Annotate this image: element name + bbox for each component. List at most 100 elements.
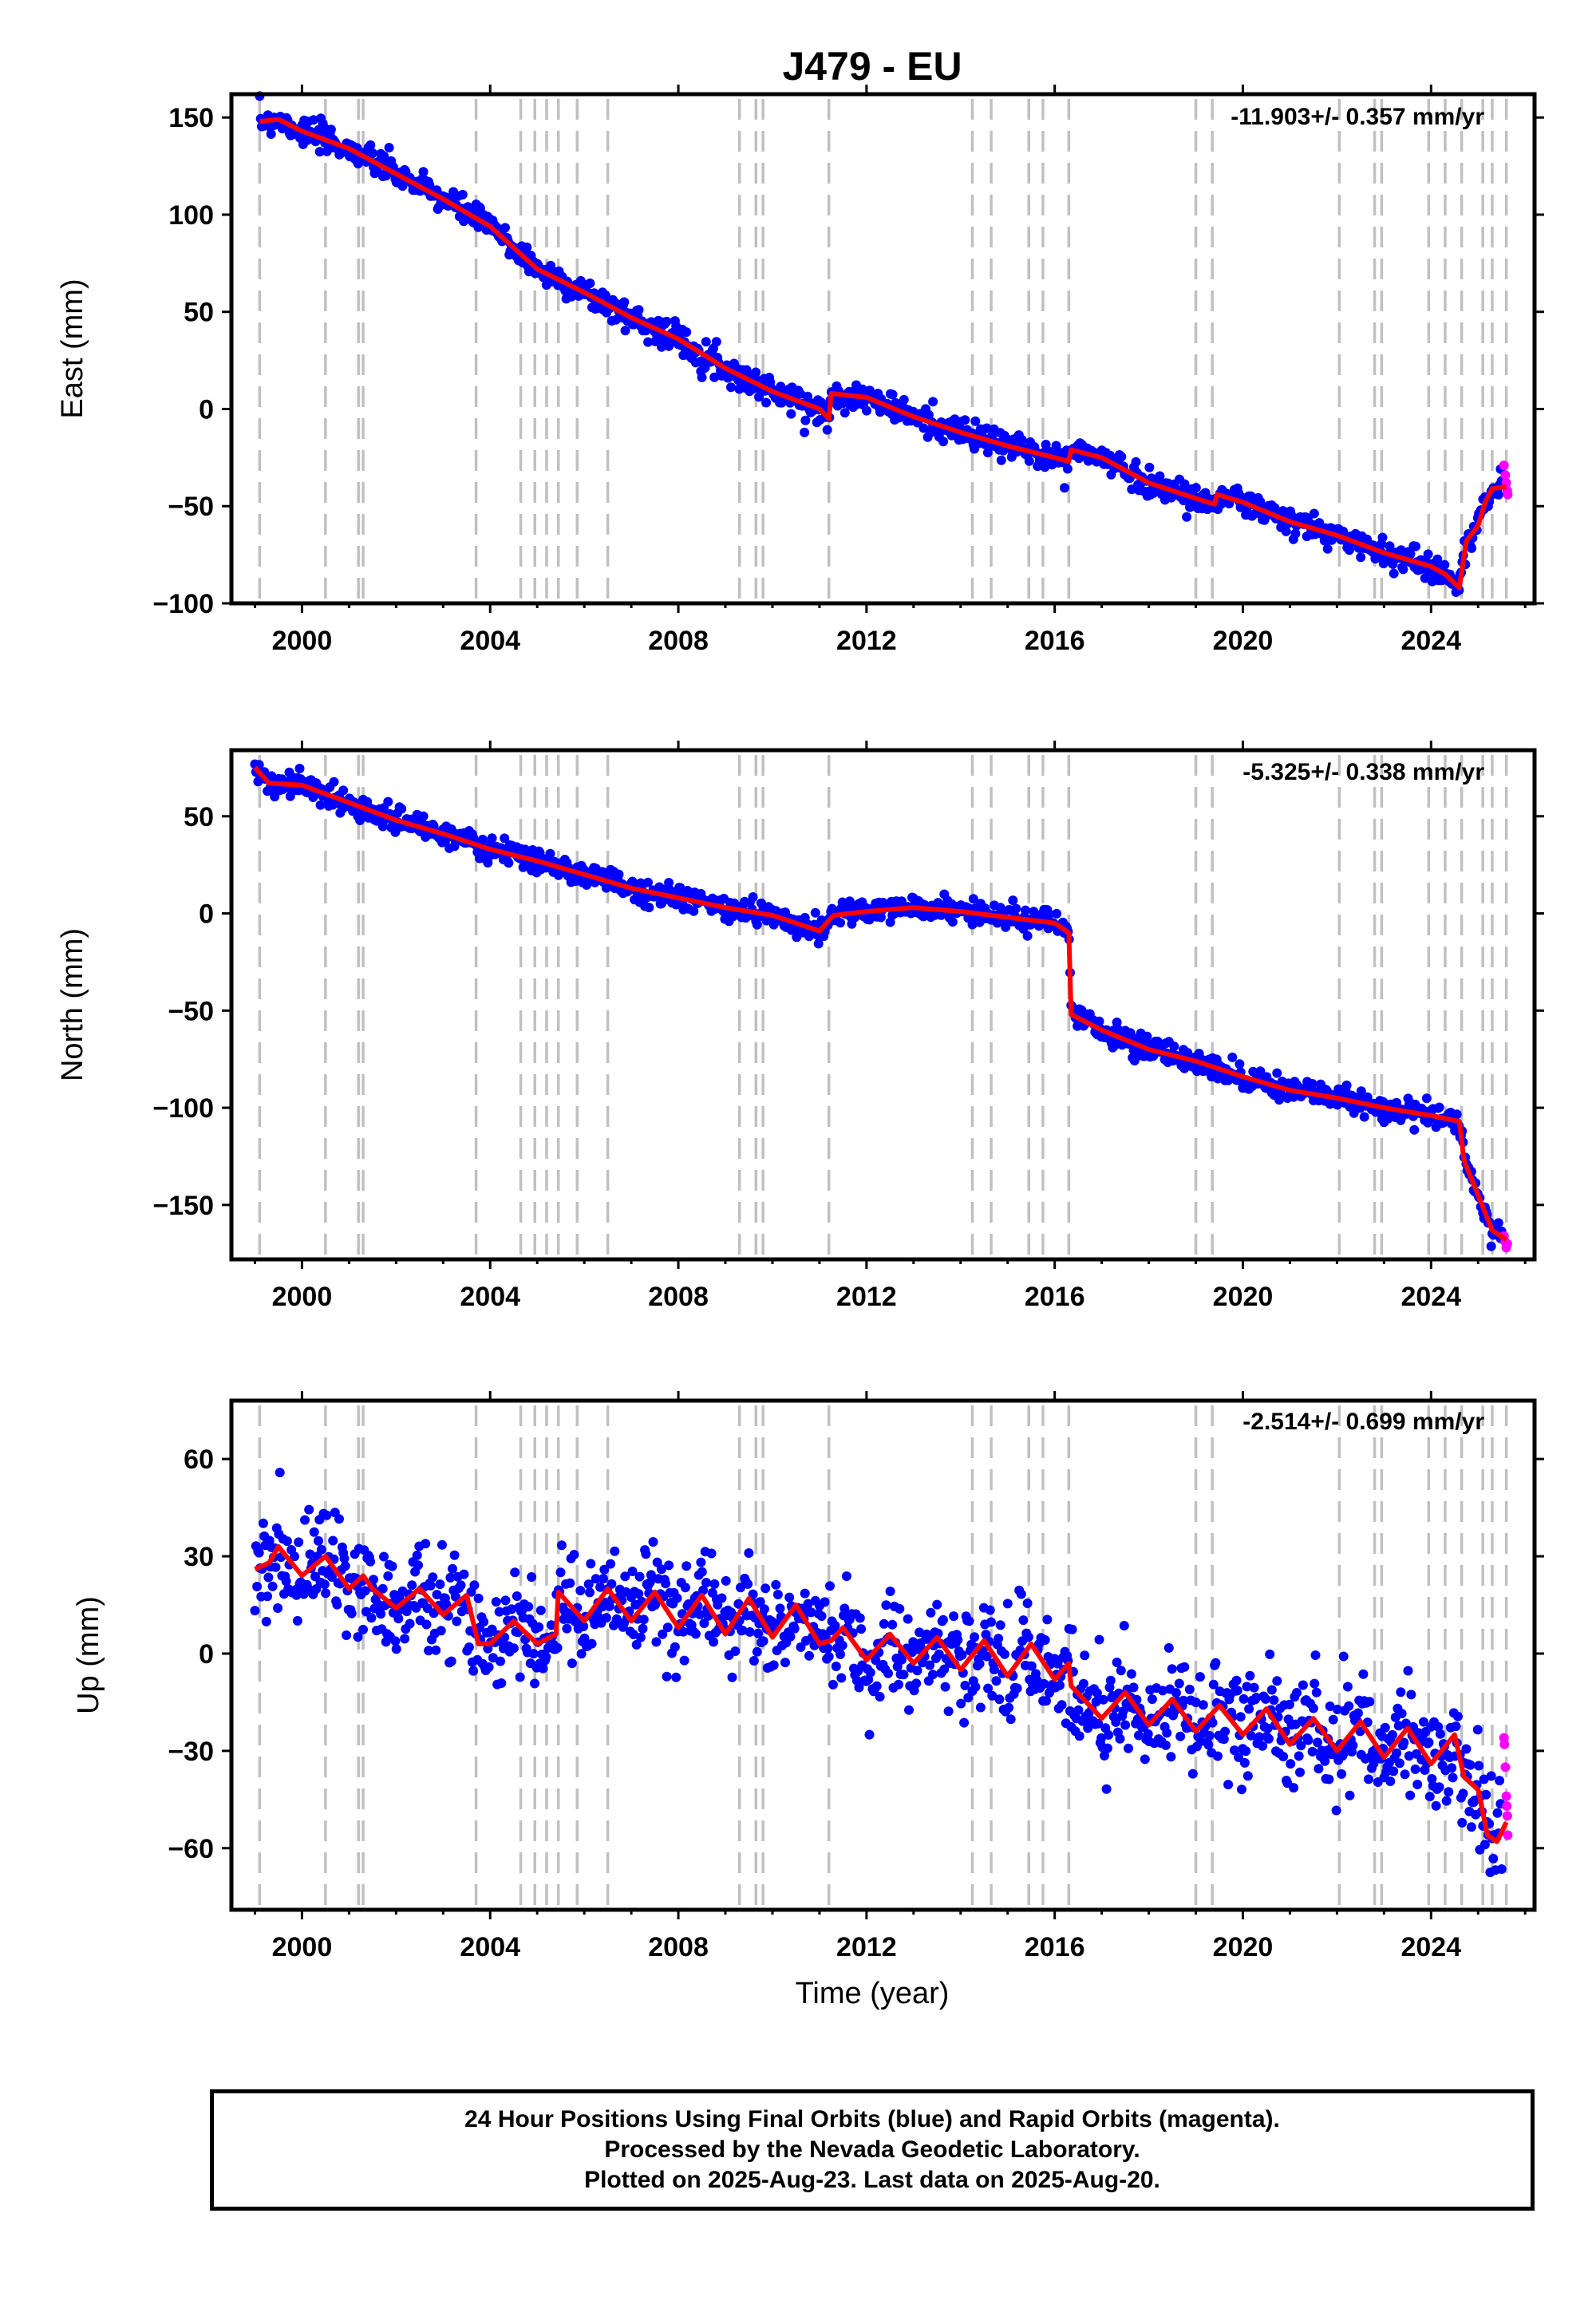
final-orbit-point [970, 416, 981, 426]
final-orbit-point [387, 1561, 397, 1571]
final-orbit-point [1116, 1666, 1126, 1676]
final-orbit-point [1227, 1052, 1238, 1062]
final-orbit-point [1116, 452, 1127, 462]
final-orbit-point [484, 1662, 494, 1672]
final-orbit-point [1310, 1678, 1320, 1689]
final-orbit-point [899, 1670, 909, 1680]
final-orbit-point [986, 1617, 996, 1627]
final-orbit-point [1171, 1688, 1181, 1698]
final-orbit-point [1179, 1662, 1190, 1672]
final-orbit-point [1144, 462, 1155, 472]
final-orbit-point [1444, 1787, 1454, 1797]
x-tick-label: 2024 [1400, 1932, 1461, 1962]
final-orbit-point [1435, 1729, 1445, 1739]
final-orbit-point [1405, 1790, 1416, 1800]
final-orbit-point [1406, 1690, 1416, 1700]
x-tick-label: 2012 [836, 626, 897, 656]
final-orbit-point [1266, 1685, 1277, 1695]
final-orbit-point [1039, 1678, 1049, 1689]
final-orbit-point [1208, 1679, 1219, 1690]
final-orbit-point [1235, 1712, 1246, 1722]
final-orbit-point [953, 1634, 963, 1645]
final-orbit-point [477, 834, 488, 844]
final-orbit-point [556, 1540, 567, 1551]
footer-line-dates: Plotted on 2025-Aug-23. Last data on 202… [584, 2167, 1160, 2193]
final-orbit-point [314, 1535, 323, 1546]
final-orbit-point [1466, 1822, 1476, 1832]
final-orbit-point [759, 1604, 769, 1614]
final-orbit-point [1115, 1733, 1125, 1744]
final-orbit-point [970, 1682, 981, 1692]
final-orbit-point [1125, 1028, 1136, 1038]
final-orbit-point [611, 1614, 622, 1624]
x-tick-label: 2020 [1213, 1282, 1274, 1312]
final-orbit-point [1101, 1784, 1112, 1794]
final-orbit-point [1467, 543, 1477, 553]
final-orbit-point [1488, 1853, 1499, 1863]
final-orbit-point [1203, 1740, 1214, 1750]
final-orbit-point [1345, 1790, 1355, 1800]
final-orbit-point [644, 903, 654, 913]
final-orbit-point [565, 1578, 575, 1588]
final-orbit-point [1423, 549, 1433, 559]
final-orbit-point [727, 1672, 737, 1682]
final-orbit-point [1331, 1805, 1341, 1816]
final-orbit-point [1325, 1701, 1335, 1711]
y-tick-label: 0 [199, 1639, 214, 1670]
final-orbit-point [377, 1583, 388, 1594]
final-orbit-point [627, 1567, 638, 1576]
final-orbit-point [448, 1563, 457, 1574]
final-orbit-point [960, 415, 970, 425]
final-orbit-point [1377, 532, 1388, 543]
final-orbit-point [1434, 1102, 1444, 1113]
final-orbit-point [1405, 549, 1416, 559]
north-panel: -5.325+/- 0.338 mm/yr North (mm) 2000 200… [56, 741, 1544, 1312]
final-orbit-point [441, 1599, 452, 1610]
final-orbit-point [1032, 1675, 1042, 1686]
final-orbit-point [982, 423, 992, 433]
final-orbit-point [895, 1603, 905, 1614]
final-orbit-point [670, 1642, 680, 1652]
final-orbit-point [1258, 1741, 1268, 1751]
final-orbit-point [407, 1580, 417, 1591]
final-orbit-point [1098, 1694, 1108, 1705]
final-orbit-point [1393, 1721, 1404, 1731]
final-orbit-point [1232, 1686, 1242, 1696]
final-orbit-point [709, 1637, 719, 1647]
final-orbit-point [664, 1560, 674, 1571]
final-orbit-point [316, 1544, 326, 1555]
final-orbit-point [760, 1583, 771, 1594]
final-orbit-point [943, 1706, 954, 1717]
final-orbit-point [308, 115, 318, 125]
final-orbit-point [771, 1579, 781, 1590]
rapid-orbit-point [1503, 1830, 1513, 1840]
final-orbit-point [1262, 1723, 1273, 1733]
final-orbit-point [1073, 1705, 1084, 1715]
final-orbit-point [706, 1548, 717, 1559]
final-orbit-point [302, 1583, 313, 1593]
final-orbit-point [1249, 1682, 1259, 1693]
final-orbit-point [968, 894, 978, 904]
final-orbit-point [1356, 552, 1366, 563]
final-orbit-point [1411, 541, 1420, 551]
final-orbit-point [983, 1683, 994, 1694]
final-orbit-point [661, 1579, 671, 1589]
final-orbit-point [487, 1624, 497, 1634]
final-orbit-point [1332, 1100, 1342, 1110]
final-orbit-point [534, 1622, 544, 1632]
final-orbit-point [768, 1660, 779, 1670]
final-orbit-point [367, 148, 377, 158]
final-orbit-point [379, 151, 389, 161]
final-orbit-point [620, 1571, 630, 1582]
final-orbit-point [1195, 1672, 1205, 1682]
final-orbit-point [1385, 1777, 1396, 1786]
final-orbit-point [1396, 1687, 1406, 1697]
final-orbit-point [875, 1692, 885, 1701]
north-rate-label: -5.325+/- 0.338 mm/yr [1242, 759, 1484, 785]
final-orbit-point [464, 1642, 474, 1652]
final-orbit-point [634, 1571, 645, 1582]
final-orbit-point [1265, 1649, 1275, 1659]
final-orbit-point [985, 1605, 995, 1615]
final-orbit-point [334, 1514, 344, 1524]
final-orbit-point [1332, 1705, 1342, 1714]
